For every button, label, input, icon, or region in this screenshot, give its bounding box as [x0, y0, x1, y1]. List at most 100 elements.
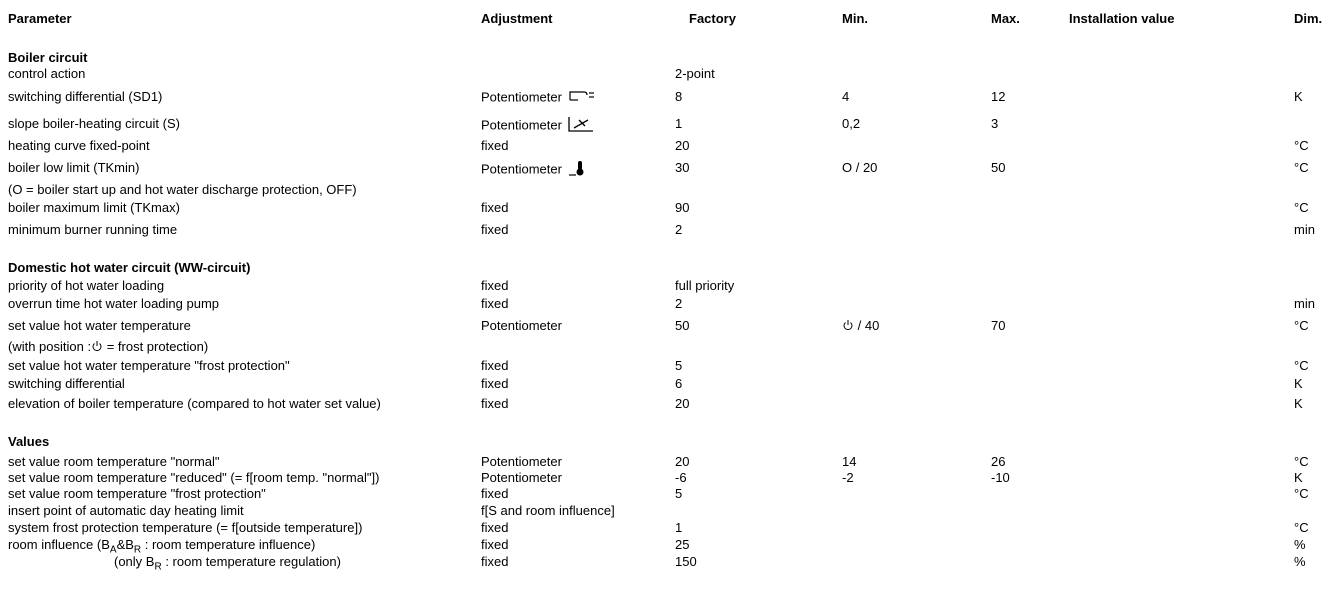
param-label: minimum burner running time: [8, 222, 178, 237]
table-row: set value hot water temperature "frost p…: [0, 358, 1335, 374]
subscript: R: [154, 561, 162, 573]
table-row: slope boiler-heating circuit (S) Potenti…: [0, 116, 1335, 132]
param-label: set value hot water temperature: [8, 318, 191, 333]
max-value: 70: [991, 318, 1006, 333]
adjustment-label: fixed: [481, 222, 509, 237]
table-row: boiler maximum limit (TKmax) fixed 90 °C: [0, 200, 1335, 216]
factory-value: 8: [675, 89, 683, 104]
subscript: A: [109, 544, 117, 556]
adjustment-label: fixed: [481, 520, 509, 535]
dim-value: %: [1294, 537, 1306, 552]
min-value: -2: [842, 470, 854, 485]
adjustment-label: fixed: [481, 278, 509, 293]
adjustment-label: fixed: [481, 396, 509, 411]
param-label: boiler low limit (TKmin): [8, 160, 140, 175]
factory-value: 90: [675, 200, 690, 215]
adjustment-cell: Potentiometer: [481, 89, 596, 107]
min-value: / 40: [857, 318, 880, 333]
dim-value: °C: [1294, 454, 1309, 469]
section-boiler-circuit: Boiler circuit: [8, 50, 88, 65]
factory-value: 20: [675, 454, 690, 469]
factory-value: 6: [675, 376, 683, 391]
adjustment-cell: Potentiometer: [481, 160, 588, 180]
max-value: 50: [991, 160, 1006, 175]
adjustment-label: Potentiometer: [481, 89, 562, 105]
dim-value: K: [1294, 470, 1303, 485]
dim-value: °C: [1294, 520, 1309, 535]
dim-value: %: [1294, 554, 1306, 569]
adjustment-label: fixed: [481, 376, 509, 391]
param-mid: &B: [116, 537, 134, 552]
max-value: -10: [991, 470, 1010, 485]
factory-value: 2-point: [675, 66, 715, 81]
power-standby-icon: [91, 340, 103, 356]
param-label: set value hot water temperature "frost p…: [8, 358, 290, 373]
dim-value: min: [1294, 296, 1315, 311]
param-label: (only BR : room temperature regulation): [114, 554, 341, 576]
slope-curve-icon: [567, 116, 594, 136]
subscript: R: [133, 544, 142, 556]
factory-value: 20: [675, 138, 690, 153]
param-label: switching differential (SD1): [8, 89, 163, 104]
param-label: slope boiler-heating circuit (S): [8, 116, 180, 131]
param-pre: room influence (B: [8, 537, 110, 552]
adjustment-label: fixed: [481, 138, 509, 153]
param-label: priority of hot water loading: [8, 278, 165, 293]
adjustment-label: Potentiometer: [481, 318, 562, 333]
max-value: 3: [991, 116, 999, 131]
dim-value: °C: [1294, 200, 1309, 215]
factory-value: 2: [675, 296, 683, 311]
table-row: control action 2-point: [0, 66, 1335, 82]
boiler-note: (O = boiler start up and hot water disch…: [8, 182, 357, 197]
param-label: set value room temperature "normal": [8, 454, 220, 469]
factory-value: 50: [675, 318, 690, 333]
table-row: set value room temperature "frost protec…: [0, 486, 1335, 502]
adjustment-label: Potentiometer: [481, 161, 562, 177]
thermometer-icon: [568, 160, 588, 180]
param-label: overrun time hot water loading pump: [8, 296, 220, 311]
dim-value: min: [1294, 222, 1315, 237]
param-post: : room temperature influence): [141, 537, 316, 552]
dim-value: K: [1294, 396, 1303, 411]
factory-value: 5: [675, 358, 683, 373]
factory-value: 5: [675, 486, 683, 501]
header-min: Min.: [842, 11, 868, 26]
table-row: system frost protection temperature (= f…: [0, 520, 1335, 536]
power-standby-icon: [842, 319, 854, 335]
table-row: overrun time hot water loading pump fixe…: [0, 296, 1335, 312]
min-value: 4: [842, 89, 850, 104]
header-max: Max.: [991, 11, 1020, 26]
dim-value: °C: [1294, 160, 1309, 175]
table-row: set value room temperature "normal" Pote…: [0, 454, 1335, 470]
adjustment-label: fixed: [481, 537, 509, 552]
factory-value: 25: [675, 537, 690, 552]
factory-value: 1: [675, 116, 683, 131]
table-row: set value hot water temperature Potentio…: [0, 318, 1335, 334]
adjustment-cell: Potentiometer: [481, 116, 594, 136]
switching-differential-symbol-icon: [568, 89, 596, 107]
factory-value: full priority: [675, 278, 735, 293]
min-cell: / 40: [842, 318, 879, 335]
param-label: system frost protection temperature (= f…: [8, 520, 363, 535]
factory-value: 20: [675, 396, 690, 411]
adjustment-label: fixed: [481, 296, 509, 311]
param-label: elevation of boiler temperature (compare…: [8, 396, 381, 411]
adjustment-label: Potentiometer: [481, 454, 562, 469]
header-parameter: Parameter: [8, 11, 72, 26]
table-row: switching differential (SD1) Potentiomet…: [0, 89, 1335, 105]
dhw-note-pre: (with position :: [8, 339, 92, 354]
dim-value: °C: [1294, 138, 1309, 153]
header-adjustment: Adjustment: [481, 11, 553, 26]
factory-value: 150: [675, 554, 697, 569]
dhw-note: (with position : = frost protection): [8, 339, 208, 356]
param-post: : room temperature regulation): [161, 554, 341, 569]
adjustment-label: fixed: [481, 486, 509, 501]
max-value: 26: [991, 454, 1006, 469]
param-label: room influence (BA&BR : room temperature…: [8, 537, 315, 559]
param-label: heating curve fixed-point: [8, 138, 150, 153]
param-label: switching differential: [8, 376, 125, 391]
adjustment-label: Potentiometer: [481, 470, 562, 485]
min-value: O / 20: [842, 160, 878, 175]
dim-value: K: [1294, 376, 1303, 391]
table-row: boiler low limit (TKmin) Potentiometer 3…: [0, 160, 1335, 176]
